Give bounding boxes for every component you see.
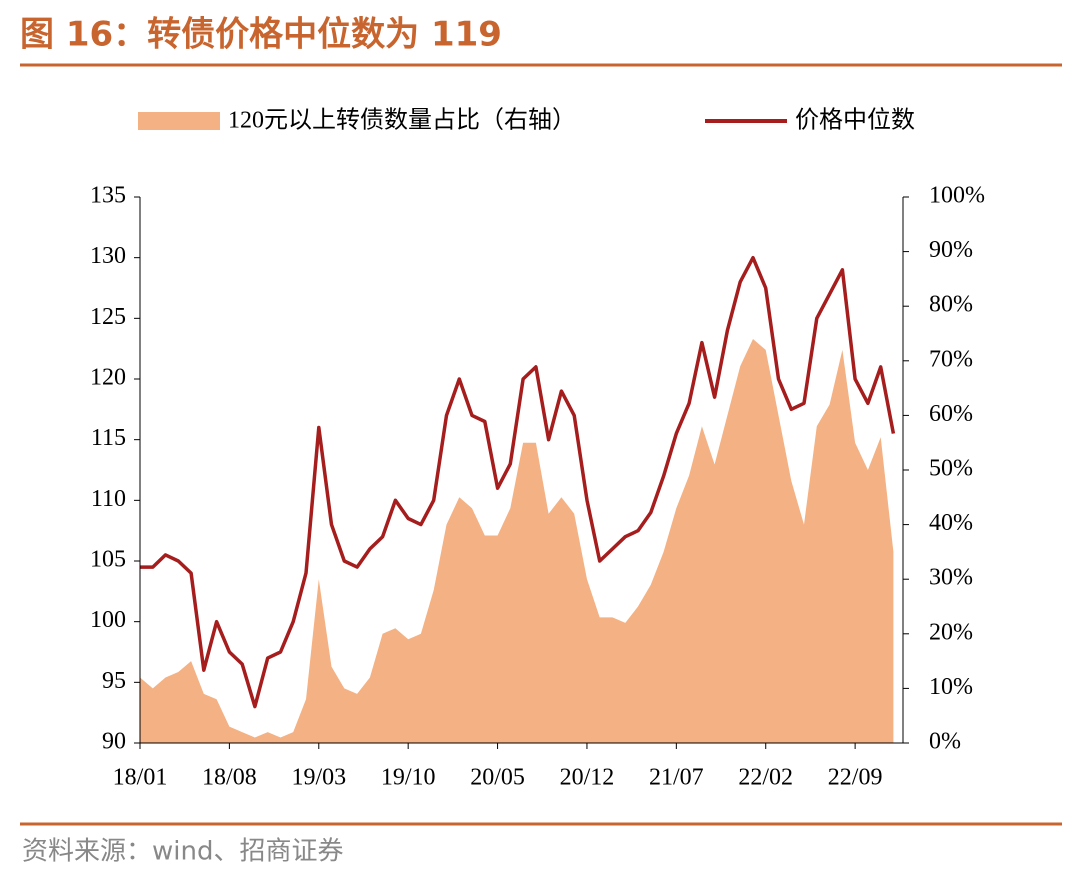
y2-tick-label: 60% bbox=[929, 401, 973, 427]
y-tick-label: 105 bbox=[90, 547, 126, 573]
y2-tick-label: 30% bbox=[929, 565, 973, 591]
line bbox=[140, 255, 896, 709]
y2-tick-label: 100% bbox=[929, 183, 985, 209]
legend-label: 价格中位数 bbox=[795, 107, 915, 134]
x-tick-label: 20/05 bbox=[470, 765, 525, 791]
y2-tick-label: 90% bbox=[929, 237, 973, 263]
source: 资料来源：wind、招商证券 bbox=[22, 837, 343, 867]
y2-tick-label: 0% bbox=[929, 729, 961, 755]
x-tick-label: 19/03 bbox=[291, 765, 346, 791]
y2-tick-label: 70% bbox=[929, 346, 973, 372]
x-tick-label: 20/12 bbox=[560, 765, 615, 791]
y2-tick-label: 20% bbox=[929, 619, 973, 645]
y-tick-label: 135 bbox=[90, 183, 126, 209]
legend-swatch bbox=[138, 112, 220, 130]
x-tick-label: 19/10 bbox=[381, 765, 436, 791]
x-tick-label: 18/01 bbox=[113, 765, 168, 791]
x-tick-label: 18/08 bbox=[202, 765, 257, 791]
chart-title: 图 16：转债价格中位数为 119 bbox=[20, 15, 502, 55]
y2-tick-label: 80% bbox=[929, 292, 973, 318]
y2-tick-label: 10% bbox=[929, 674, 973, 700]
y-tick-label: 100 bbox=[90, 607, 126, 633]
y2-tick-label: 50% bbox=[929, 456, 973, 482]
y-tick-label: 125 bbox=[90, 304, 126, 330]
y2-tick-label: 40% bbox=[929, 510, 973, 536]
y-tick-label: 90 bbox=[102, 729, 126, 755]
y-tick-label: 110 bbox=[91, 486, 126, 512]
y-tick-label: 130 bbox=[90, 243, 126, 269]
y-tick-label: 115 bbox=[91, 425, 126, 451]
x-tick-label: 22/09 bbox=[828, 765, 883, 791]
x-tick-label: 22/02 bbox=[738, 765, 793, 791]
legend-label: 120元以上转债数量占比（右轴） bbox=[228, 107, 576, 134]
area bbox=[140, 339, 894, 743]
x-tick-label: 21/07 bbox=[649, 765, 704, 791]
y-tick-label: 95 bbox=[102, 668, 126, 694]
y-tick-label: 120 bbox=[90, 365, 126, 391]
legend: 120元以上转债数量占比（右轴） 价格中位数 bbox=[138, 107, 915, 134]
